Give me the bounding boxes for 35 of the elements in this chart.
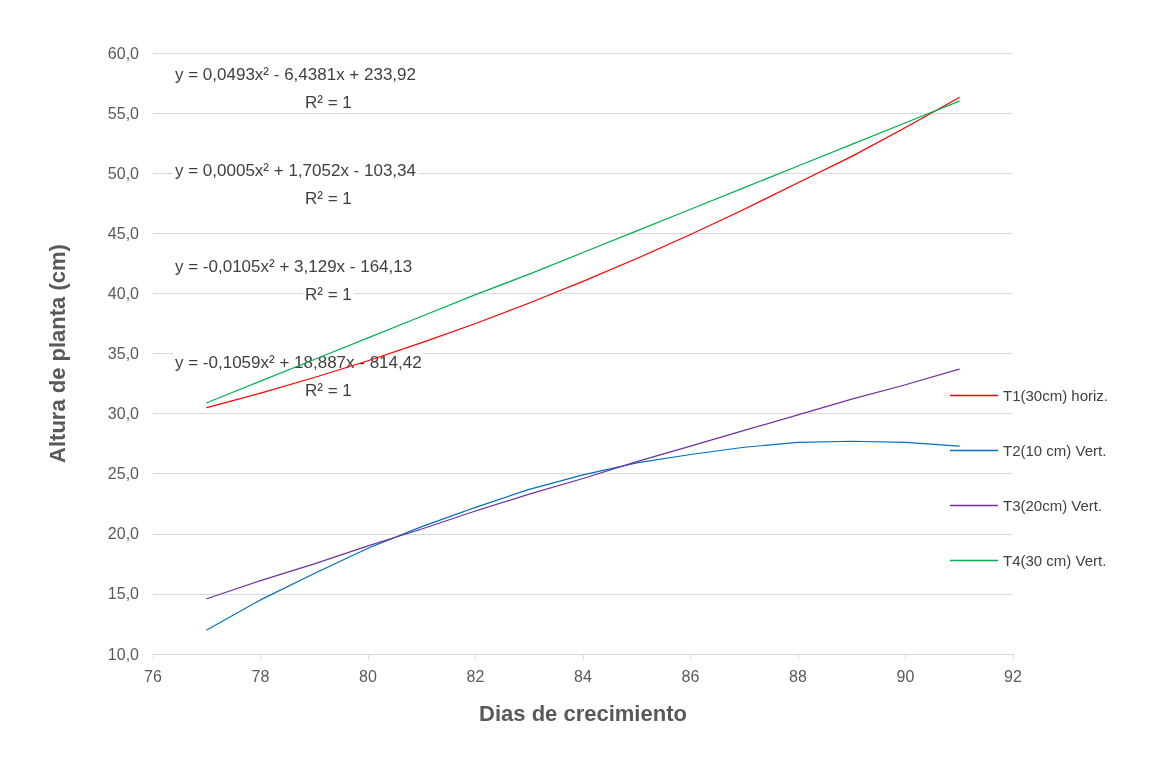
y-tick-label: 40,0: [107, 284, 140, 302]
y-tick-label: 50,0: [107, 164, 140, 182]
x-tick-label: 80: [359, 667, 377, 685]
x-tick-label: 90: [896, 667, 915, 685]
y-tick-label: 15,0: [107, 585, 140, 603]
x-tick-label: 92: [1004, 667, 1022, 685]
x-tick-label: 86: [681, 667, 700, 685]
x-axis-title: Dias de crecimiento: [479, 700, 687, 726]
annotation: R² = 1: [305, 381, 352, 400]
legend-label: T4(30 cm) Vert.: [1002, 552, 1107, 569]
y-tick-label: 25,0: [107, 465, 140, 483]
annotation: y = -0,0105x² + 3,129x - 164,13: [175, 257, 413, 276]
annotation: y = 0,0493x² - 6,4381x + 233,92: [175, 65, 417, 84]
legend-label: T3(20cm) Vert.: [1002, 497, 1103, 514]
y-tick-label: 30,0: [107, 405, 140, 423]
annotation: y = 0,0005x² + 1,7052x - 103,34: [175, 161, 417, 180]
annotation: R² = 1: [305, 93, 352, 112]
x-tick-label: 88: [789, 667, 807, 685]
x-tick-label: 82: [466, 667, 485, 685]
y-axis-title: Altura de planta (cm): [44, 244, 70, 463]
x-tick-label: 76: [144, 667, 162, 685]
legend-label: T1(30cm) horiz.: [1002, 387, 1109, 404]
line-series: [206, 368, 960, 600]
legend-label: T2(10 cm) Vert.: [1002, 442, 1107, 459]
annotation: R² = 1: [305, 285, 352, 304]
annotation: R² = 1: [305, 189, 352, 208]
x-tick-label: 84: [574, 667, 592, 685]
y-tick-label: 35,0: [107, 345, 140, 362]
y-tick-label: 20,0: [107, 525, 140, 543]
y-tick-label: 60,0: [107, 44, 140, 62]
line-series: [206, 440, 960, 631]
x-tick-label: 78: [251, 667, 270, 685]
y-tick-label: 10,0: [107, 645, 140, 663]
y-tick-label: 55,0: [107, 104, 140, 122]
y-tick-label: 45,0: [107, 224, 140, 242]
